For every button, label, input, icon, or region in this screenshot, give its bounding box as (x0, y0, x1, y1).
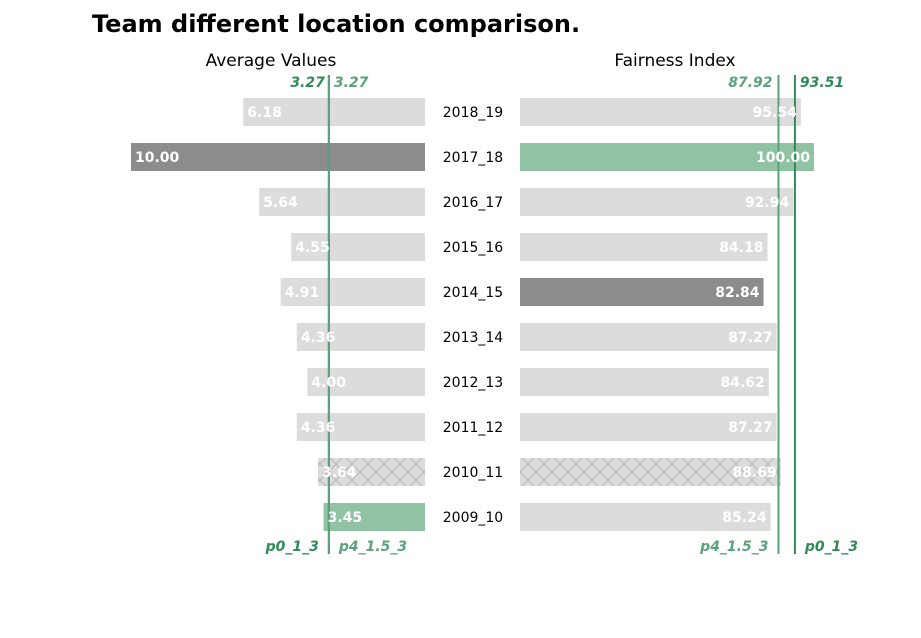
value-label-average: 4.55 (295, 240, 330, 256)
value-label-average: 3.45 (328, 510, 363, 526)
value-label-average: 10.00 (135, 150, 180, 166)
bar-fairness-index (520, 413, 777, 441)
value-label-fairness: 92.94 (745, 195, 790, 211)
bar-average-value (291, 233, 425, 261)
value-label-fairness: 84.18 (719, 240, 763, 256)
value-label-average: 4.36 (301, 330, 336, 346)
value-label-average: 3.64 (322, 465, 357, 481)
value-label-fairness: 85.24 (722, 510, 767, 526)
bar-average-value (296, 413, 425, 441)
ref-name-label: p0_1_3 (265, 539, 319, 555)
bar-fairness-index (520, 503, 771, 531)
value-label-fairness: 82.84 (715, 285, 760, 301)
value-label-average: 4.36 (301, 420, 336, 436)
reference-lines-layer (327, 75, 796, 554)
ref-value-label: 3.27 (334, 75, 369, 91)
ref-value-label: 87.92 (728, 75, 772, 91)
value-label-average: 4.91 (285, 285, 320, 301)
bar-fairness-index (520, 98, 801, 126)
bar-average-value (307, 368, 425, 396)
ref-value-label: 3.27 (290, 75, 325, 91)
category-label: 2009_10 (443, 510, 503, 526)
value-label-average: 5.64 (263, 195, 298, 211)
bar-fairness-index (520, 323, 777, 351)
ref-value-label: 93.51 (800, 75, 844, 91)
bar-fairness-index (520, 143, 814, 171)
ref-name-label: p4_1.5_3 (699, 539, 768, 555)
bar-average-value (323, 503, 425, 531)
category-label: 2016_17 (443, 195, 503, 211)
category-label: 2013_14 (443, 330, 504, 346)
bar-fairness-index (520, 233, 768, 261)
bar-fairness-index (520, 458, 781, 486)
value-label-fairness: 84.62 (720, 375, 764, 391)
value-label-fairness: 95.54 (753, 105, 798, 121)
ref-name-label: p0_1_3 (804, 539, 858, 555)
value-label-fairness: 100.00 (756, 150, 810, 166)
value-label-average: 6.18 (247, 105, 282, 121)
panel-title-average-values: Average Values (206, 51, 337, 71)
panel-title-fairness-index: Fairness Index (614, 51, 735, 71)
category-label: 2015_16 (443, 240, 504, 256)
bar-average-value (317, 458, 425, 486)
bar-fairness-index (520, 278, 764, 306)
category-label: 2018_19 (443, 105, 503, 121)
value-label-fairness: 87.27 (728, 420, 772, 436)
value-label-average: 4.00 (311, 375, 346, 391)
bar-fairness-index (520, 188, 794, 216)
category-label: 2014_15 (443, 285, 503, 301)
ref-name-label: p4_1.5_3 (338, 539, 407, 555)
bar-average-value (259, 188, 425, 216)
labels-layer: 2018_19 6.18 95.54 2017_18 10.00 100.00 2016_1… (135, 75, 858, 555)
bar-average-value (131, 143, 425, 171)
bars-layer (131, 98, 814, 531)
value-label-fairness: 87.27 (728, 330, 772, 346)
bar-average-value (243, 98, 425, 126)
chart-title: Team different location comparison. (92, 10, 580, 38)
category-label: 2012_13 (443, 375, 503, 391)
category-label: 2010_11 (443, 465, 503, 481)
bar-fairness-index (520, 368, 769, 396)
value-label-fairness: 88.69 (732, 465, 776, 481)
bar-average-value (296, 323, 425, 351)
category-label: 2017_18 (443, 150, 503, 166)
category-label: 2011_12 (443, 420, 503, 436)
bar-average-value (280, 278, 425, 306)
